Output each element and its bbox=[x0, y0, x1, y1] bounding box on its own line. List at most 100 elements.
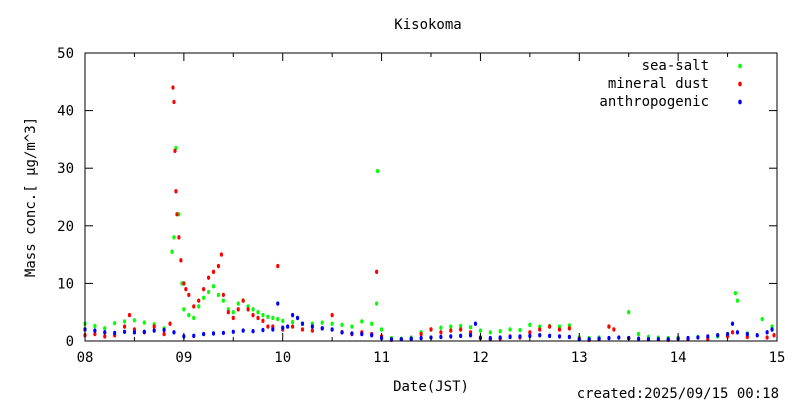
data-point bbox=[360, 331, 364, 337]
data-point bbox=[192, 304, 196, 309]
data-point bbox=[375, 269, 379, 275]
axis-ticks bbox=[84, 52, 778, 342]
data-point bbox=[291, 319, 295, 325]
y-tick-label: 40 bbox=[57, 104, 74, 120]
data-point bbox=[236, 307, 240, 312]
data-point bbox=[122, 324, 127, 329]
data-point bbox=[172, 330, 176, 335]
data-point bbox=[295, 315, 300, 321]
data-point bbox=[508, 334, 512, 340]
data-point bbox=[127, 312, 132, 318]
data-point bbox=[419, 335, 423, 341]
data-point bbox=[770, 327, 774, 332]
series-1 bbox=[83, 85, 776, 343]
data-point bbox=[122, 329, 127, 334]
data-point bbox=[567, 326, 572, 331]
data-point bbox=[597, 336, 601, 341]
axis-tick-labels: 08 09 10 11 12 13 14 15 0 10 20 30 40 50 bbox=[57, 46, 785, 366]
data-point bbox=[113, 330, 117, 336]
data-point bbox=[216, 292, 221, 298]
data-point bbox=[152, 324, 156, 329]
data-point bbox=[375, 301, 379, 306]
data-point bbox=[206, 289, 211, 295]
data-point bbox=[256, 310, 260, 315]
data-point bbox=[206, 275, 211, 280]
data-point bbox=[246, 307, 250, 312]
data-point bbox=[370, 333, 374, 338]
data-point bbox=[177, 235, 181, 240]
x-tick-label: 14 bbox=[670, 350, 687, 366]
data-point bbox=[557, 334, 562, 339]
data-point bbox=[142, 320, 146, 325]
data-point bbox=[735, 330, 740, 335]
x-tick-label: 08 bbox=[77, 350, 94, 366]
data-point bbox=[508, 327, 512, 332]
legend: sea-salt mineral dust anthropogenic bbox=[599, 58, 742, 110]
data-point bbox=[350, 324, 354, 329]
data-point bbox=[291, 312, 295, 318]
data-point bbox=[340, 330, 344, 335]
data-point bbox=[478, 328, 483, 333]
data-point bbox=[449, 328, 453, 333]
data-point bbox=[216, 263, 221, 269]
x-tick-label: 11 bbox=[373, 350, 390, 366]
legend-label: anthropogenic bbox=[599, 94, 709, 110]
data-point bbox=[261, 318, 265, 324]
data-point bbox=[132, 330, 137, 335]
data-point bbox=[103, 326, 107, 331]
data-point bbox=[241, 328, 245, 333]
data-point bbox=[300, 327, 305, 332]
data-point bbox=[730, 321, 735, 326]
data-point bbox=[174, 189, 178, 194]
data-point bbox=[409, 336, 413, 341]
data-point bbox=[221, 330, 225, 336]
x-tick-label: 15 bbox=[769, 350, 786, 366]
data-point bbox=[637, 331, 641, 337]
data-point bbox=[300, 321, 305, 326]
data-point bbox=[772, 333, 776, 338]
legend-marker bbox=[738, 63, 742, 69]
data-point bbox=[162, 331, 166, 337]
data-point bbox=[449, 334, 453, 339]
y-tick-label: 10 bbox=[57, 276, 74, 292]
data-point bbox=[251, 307, 255, 312]
data-point bbox=[202, 295, 206, 300]
data-point bbox=[488, 330, 492, 335]
y-tick-label: 30 bbox=[57, 161, 74, 177]
data-point bbox=[281, 325, 285, 330]
data-point bbox=[765, 330, 769, 335]
data-point bbox=[735, 298, 740, 303]
data-point bbox=[251, 329, 255, 334]
data-point bbox=[231, 315, 235, 321]
y-tick-label: 20 bbox=[57, 219, 74, 235]
data-point bbox=[330, 312, 334, 318]
data-point bbox=[266, 314, 270, 320]
data-point bbox=[459, 333, 463, 339]
legend-label: mineral dust bbox=[608, 76, 709, 92]
data-point bbox=[439, 334, 443, 340]
data-point bbox=[528, 330, 532, 335]
data-point bbox=[231, 310, 235, 315]
data-point bbox=[168, 321, 172, 326]
data-point bbox=[518, 327, 522, 333]
y-axis-label: Mass conc.[ μg/m^3] bbox=[23, 117, 39, 277]
data-point bbox=[93, 331, 97, 337]
data-point bbox=[276, 301, 280, 306]
data-point bbox=[350, 331, 354, 336]
data-point bbox=[607, 335, 611, 341]
data-point bbox=[360, 319, 364, 324]
data-point bbox=[187, 292, 191, 298]
data-point bbox=[320, 326, 324, 331]
data-point bbox=[587, 337, 591, 342]
data-point bbox=[730, 330, 735, 335]
data-point bbox=[399, 337, 403, 342]
data-point bbox=[468, 324, 473, 330]
data-point bbox=[370, 321, 374, 326]
data-point bbox=[439, 330, 443, 335]
data-point bbox=[755, 333, 759, 338]
data-point bbox=[340, 322, 344, 328]
data-point bbox=[449, 324, 453, 329]
data-point bbox=[184, 286, 188, 292]
data-point bbox=[320, 320, 324, 325]
